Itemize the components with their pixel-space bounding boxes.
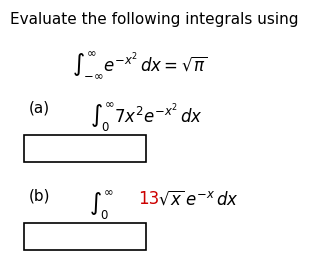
Text: (a): (a) bbox=[29, 100, 50, 115]
Text: $\int_{0}^{\infty}$: $\int_{0}^{\infty}$ bbox=[89, 188, 114, 222]
Text: $\sqrt{x}\,e^{-x}\, dx$: $\sqrt{x}\,e^{-x}\, dx$ bbox=[159, 190, 239, 208]
Text: $\int_{0}^{\infty} 7x^2 e^{-x^2}\, dx$: $\int_{0}^{\infty} 7x^2 e^{-x^2}\, dx$ bbox=[90, 100, 202, 134]
Text: (b): (b) bbox=[29, 188, 51, 203]
Text: $\int_{-\infty}^{\infty} e^{-x^2}\, dx = \sqrt{\pi}$: $\int_{-\infty}^{\infty} e^{-x^2}\, dx =… bbox=[72, 49, 208, 80]
FancyBboxPatch shape bbox=[24, 223, 146, 250]
Text: Evaluate the following integrals using: Evaluate the following integrals using bbox=[10, 12, 298, 27]
Text: 13: 13 bbox=[137, 190, 159, 208]
FancyBboxPatch shape bbox=[24, 135, 146, 162]
